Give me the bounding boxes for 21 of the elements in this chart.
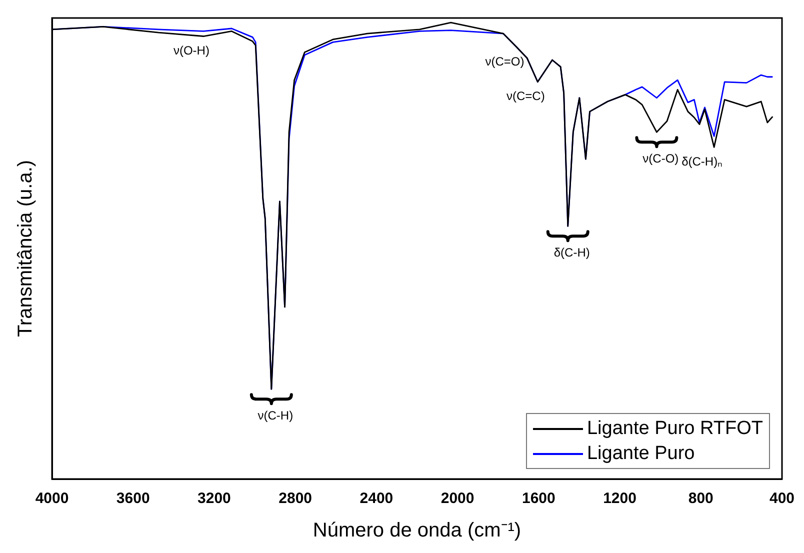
annotation: ν(C=C)	[506, 89, 545, 104]
annotation: ν(C-H)	[258, 408, 294, 422]
x-tick-label: 1200	[603, 490, 636, 508]
x-tick-label: 1600	[522, 490, 556, 508]
annotation: δ(C-H)	[554, 245, 590, 260]
annotation: ν(O-H)	[173, 44, 210, 58]
legend-label: Ligante Puro	[586, 442, 695, 466]
x-tick-label: 3200	[198, 490, 231, 508]
annotation: δ(C-H)ₙ	[682, 154, 723, 168]
x-axis-title: Número de onda (cm⁻¹)	[312, 520, 522, 542]
x-tick-label: 2400	[360, 490, 394, 508]
x-tick-label: 3600	[116, 490, 150, 508]
x-tick-label: 400	[769, 490, 795, 508]
x-tick-label: 2800	[278, 490, 312, 508]
x-tick-label: 2000	[440, 490, 474, 508]
y-axis-title: Transmitância (u.a.)	[14, 160, 37, 338]
legend-label: Ligante Puro RTFOT	[586, 417, 763, 441]
x-tick-label: 4000	[35, 490, 69, 508]
annotation: ν(C-O)	[642, 151, 679, 166]
annotation: ν(C=O)	[485, 54, 524, 69]
x-tick-label: 800	[688, 490, 714, 508]
